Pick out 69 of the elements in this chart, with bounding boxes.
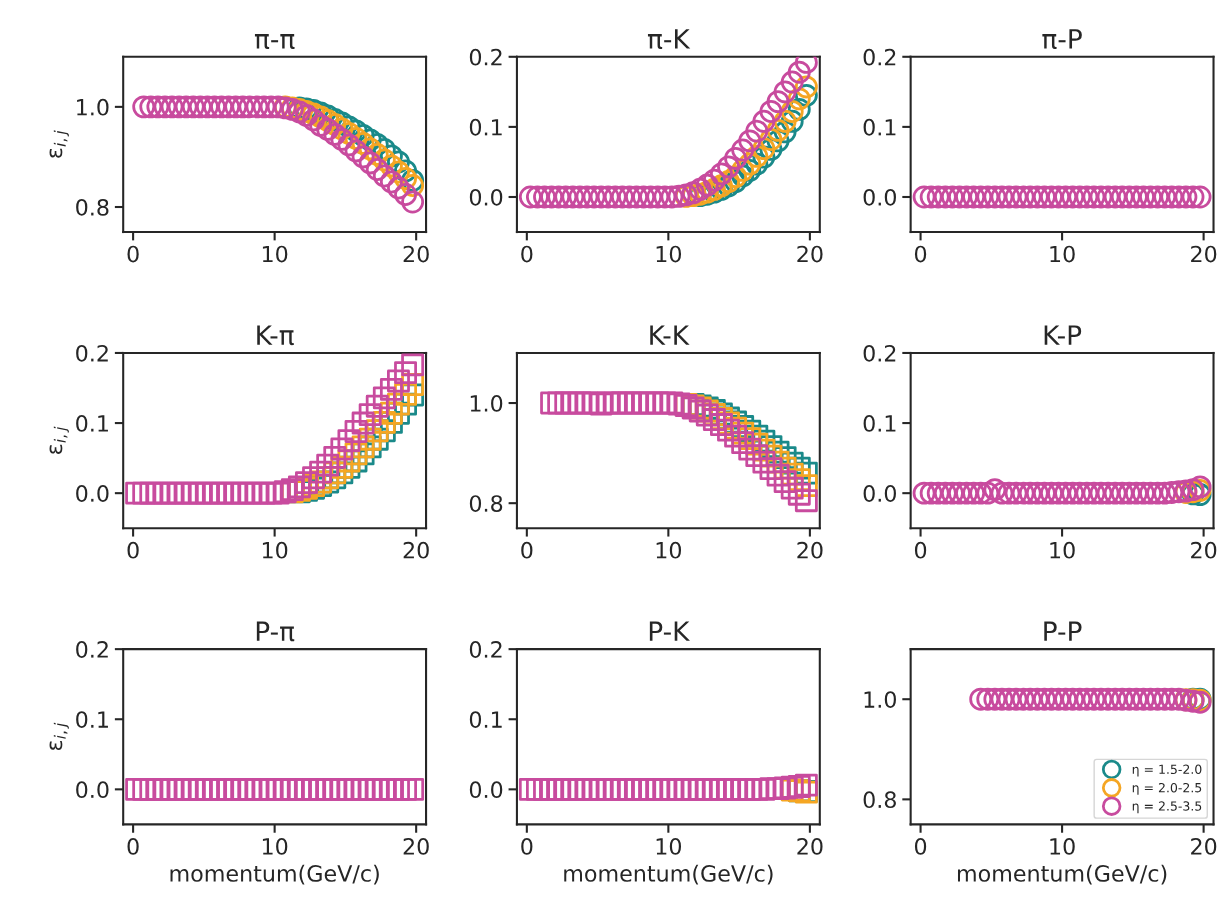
x-tick-label: 10 — [1050, 245, 1075, 263]
x-tick-label: 10 — [262, 837, 288, 855]
y-tick-label: 0.0 — [863, 188, 896, 206]
y-tick-label: 0.2 — [863, 48, 896, 66]
x-tick-label: 10 — [262, 541, 288, 559]
x-axis-title: momentum(GeV/c) — [957, 864, 1167, 885]
y-tick-label: 0.0 — [469, 188, 503, 206]
x-tick-label: 0 — [127, 245, 139, 263]
chart-title: K-K — [650, 325, 690, 345]
x-tick-label: 20 — [797, 837, 823, 855]
legend-label: η = 2.5-3.5 — [1132, 801, 1202, 814]
y-tick-label: 0.0 — [76, 781, 109, 799]
x-tick-label: 10 — [1050, 837, 1075, 855]
x-tick-label: 10 — [262, 245, 288, 263]
y-tick-label: 1.0 — [77, 98, 109, 116]
x-tick-label: 20 — [403, 541, 429, 559]
y-tick-label: 0.8 — [863, 791, 896, 809]
x-tick-label: 20 — [1191, 837, 1217, 855]
x-tick-label: 20 — [1191, 245, 1217, 263]
y-tick-label: 0.1 — [76, 711, 108, 729]
legend-label: η = 1.5-2.0 — [1132, 764, 1202, 777]
chart-title: P-K — [649, 621, 690, 641]
chart-title: P-P — [1044, 621, 1082, 641]
x-tick-label: 20 — [797, 245, 823, 263]
y-tick-label: 0.2 — [76, 344, 108, 362]
x-tick-label: 0 — [127, 837, 139, 855]
chart-title: K-P — [1044, 325, 1082, 345]
y-tick-label: 0.2 — [76, 641, 108, 658]
chart-title: P-π — [256, 621, 295, 642]
x-tick-label: 20 — [403, 245, 429, 263]
x-tick-label: 10 — [656, 837, 682, 855]
y-axis-title: ε$_{i,j}$ — [49, 130, 69, 158]
x-tick-label: 0 — [521, 837, 533, 855]
x-tick-label: 0 — [914, 541, 927, 559]
chart-title: π-P — [1042, 29, 1082, 49]
legend-label: η = 2.0-2.5 — [1132, 782, 1202, 795]
y-tick-label: 1.0 — [864, 691, 896, 708]
chart-title: π-K — [647, 29, 691, 49]
y-tick-label: 0.1 — [863, 415, 896, 432]
y-tick-label: 0.0 — [76, 485, 109, 502]
chart-title: K-π — [257, 325, 294, 346]
y-tick-label: 0.1 — [469, 711, 502, 729]
x-tick-label: 10 — [656, 245, 682, 263]
y-tick-label: 0.2 — [863, 344, 896, 362]
x-axis-title: momentum(GeV/c) — [170, 864, 379, 885]
y-tick-label: 0.8 — [469, 495, 503, 512]
y-tick-label: 0.1 — [76, 415, 108, 432]
x-tick-label: 0 — [914, 837, 927, 855]
x-tick-label: 0 — [521, 245, 533, 263]
y-tick-label: 0.0 — [863, 485, 896, 502]
x-tick-label: 0 — [127, 541, 139, 559]
y-tick-label: 0.8 — [76, 198, 109, 216]
y-tick-label: 0.1 — [469, 118, 502, 136]
x-tick-label: 20 — [403, 837, 429, 855]
x-tick-label: 10 — [1050, 541, 1075, 559]
x-tick-label: 20 — [797, 541, 823, 559]
y-tick-label: 0.0 — [469, 781, 503, 799]
x-tick-label: 0 — [521, 541, 533, 559]
chart-title: π-π — [254, 34, 295, 49]
x-axis-title: momentum(GeV/c) — [564, 864, 773, 885]
x-tick-label: 10 — [656, 541, 682, 559]
x-tick-label: 20 — [1191, 541, 1217, 559]
y-tick-label: 0.2 — [469, 641, 502, 658]
y-axis-title: ε$_{i,j}$ — [49, 722, 69, 751]
y-tick-label: 0.1 — [863, 118, 896, 136]
y-tick-label: 0.2 — [469, 48, 502, 66]
y-tick-label: 1.0 — [470, 394, 503, 412]
x-tick-label: 0 — [914, 245, 927, 263]
y-axis-title: ε$_{i,j}$ — [49, 426, 69, 454]
